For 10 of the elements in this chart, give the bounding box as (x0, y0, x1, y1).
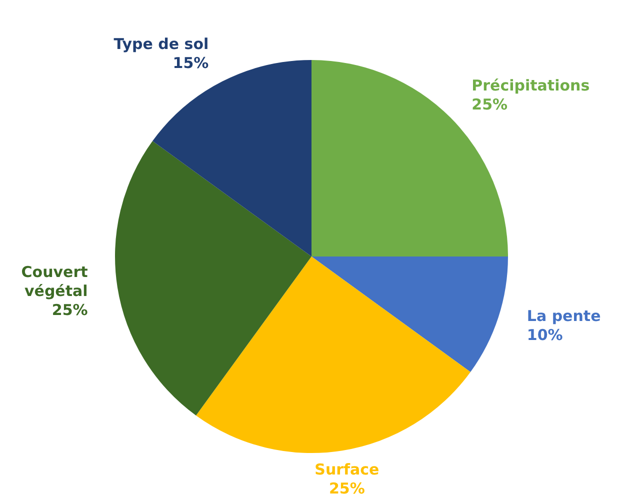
slice-label: Couvert végétal (21, 262, 88, 300)
slice-label: Surface (314, 460, 380, 479)
data-label: 25% (472, 96, 508, 114)
data-label: 15% (172, 54, 209, 72)
data-label: 25% (328, 480, 365, 498)
data-label: 25% (52, 300, 88, 319)
data-label: 10% (526, 326, 563, 344)
slice-label: Précipitations (472, 76, 590, 95)
slice-label: Type de sol (114, 35, 209, 54)
slice-label: La pente (526, 306, 601, 325)
